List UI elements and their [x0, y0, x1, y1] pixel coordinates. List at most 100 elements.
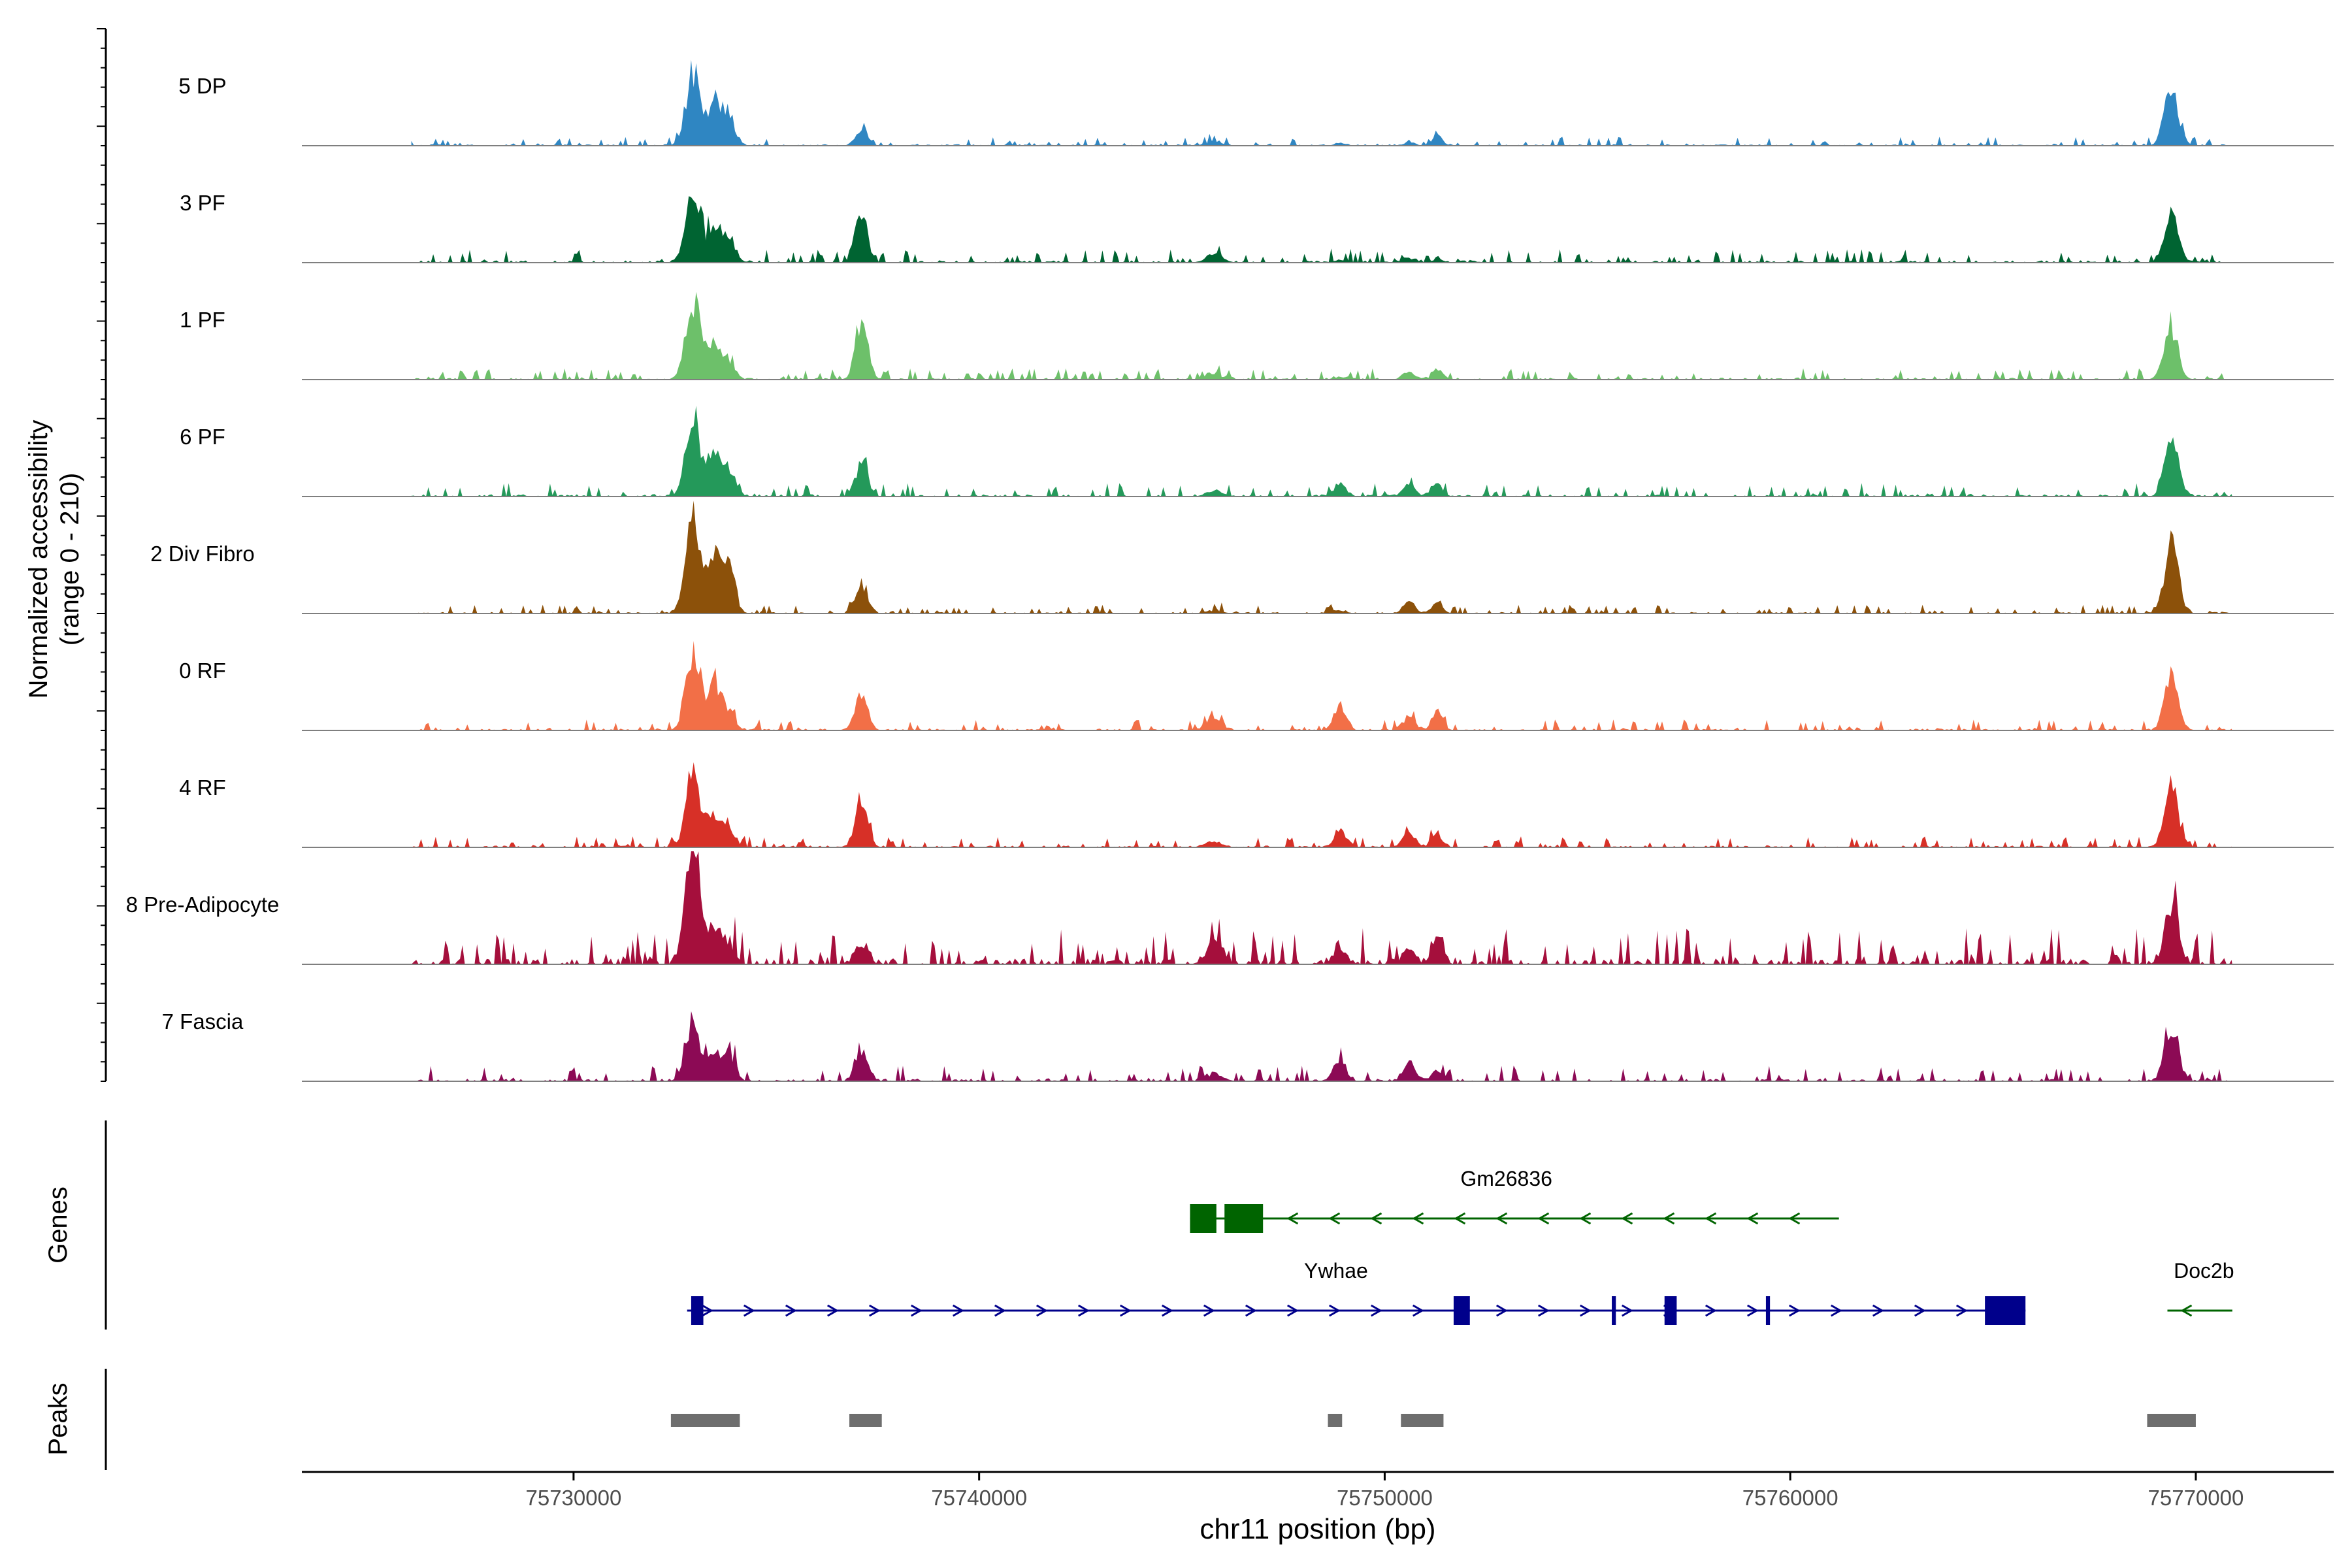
gene-name: Ywhae: [1304, 1259, 1368, 1282]
strand-chevron: [701, 1304, 713, 1317]
exon: [1765, 1296, 1771, 1325]
strand-chevron: [1286, 1212, 1299, 1225]
strand-chevron: [1328, 1304, 1341, 1317]
x-axis-label: chr11 position (bp): [1200, 1513, 1435, 1545]
strand-chevron: [1203, 1304, 1215, 1317]
strand-chevron: [785, 1304, 797, 1317]
strand-chevron: [1286, 1304, 1299, 1317]
strand-chevron: [743, 1304, 755, 1317]
strand-chevron: [1705, 1304, 1717, 1317]
x-tick-label: 75730000: [525, 1486, 621, 1510]
strand-chevron: [1914, 1304, 1926, 1317]
strand-chevron: [1579, 1304, 1592, 1317]
coverage-area: [411, 500, 2232, 613]
gene-doc2b: Doc2b: [2167, 1259, 2234, 1317]
coverage-area: [411, 291, 2232, 380]
strand-chevron: [1663, 1212, 1675, 1225]
strand-chevron: [1788, 1212, 1801, 1225]
peaks-panel-label: Peaks: [44, 1382, 73, 1455]
strand-chevron: [1495, 1212, 1508, 1225]
gene-annotations: Gm26836 Ywhae Doc2b: [687, 1167, 2234, 1325]
peak-bar: [1401, 1414, 1444, 1427]
coverage-area: [411, 762, 2232, 847]
strand-chevron: [994, 1304, 1006, 1317]
gene-name: Gm26836: [1460, 1167, 1552, 1190]
strand-chevron: [1537, 1212, 1550, 1225]
coverage-area: [411, 641, 2232, 730]
gene-ywhae: Ywhae: [687, 1259, 2026, 1325]
coverage-ylabel-line2: (range 0 - 210): [56, 473, 84, 646]
x-tick-label: 75750000: [1337, 1486, 1433, 1510]
strand-chevron: [1955, 1304, 1968, 1317]
track-label: 4 RF: [179, 776, 226, 800]
track-label: 7 Fascia: [162, 1009, 244, 1034]
exon: [1985, 1296, 2026, 1325]
gene-name: Doc2b: [2174, 1259, 2234, 1282]
track-0-rf: 0 RF: [179, 641, 2334, 731]
strand-chevron: [910, 1304, 923, 1317]
x-tick-label: 75740000: [931, 1486, 1027, 1510]
track-label: 3 PF: [180, 191, 225, 215]
strand-chevron: [1830, 1304, 1842, 1317]
exon: [1612, 1296, 1616, 1325]
track-label: 5 DP: [178, 74, 226, 98]
strand-chevron: [1077, 1304, 1090, 1317]
strand-chevron: [1621, 1212, 1633, 1225]
gene-gm26836: Gm26836: [1190, 1167, 1839, 1233]
track-8-pre-adipocyte: 8 Pre-Adipocyte: [126, 851, 2334, 965]
strand-chevron: [1119, 1304, 1132, 1317]
peak-bar: [670, 1414, 740, 1427]
coverage-area: [411, 851, 2232, 964]
track-label: 0 RF: [179, 659, 226, 683]
exon: [691, 1296, 704, 1325]
track-1-pf: 1 PF: [180, 291, 2334, 380]
coverage-tracks: 5 DP 3 PF 1 PF 6 PF 2 Div Fibro 0 RF 4 RF 8 Pre…: [126, 59, 2334, 1082]
exon: [1453, 1296, 1470, 1325]
strand-chevron: [1161, 1304, 1173, 1317]
strand-chevron: [1788, 1304, 1801, 1317]
track-2-div-fibro: 2 Div Fibro: [150, 500, 2334, 614]
strand-chevron: [1746, 1212, 1759, 1225]
exon: [1664, 1296, 1677, 1325]
exon: [1190, 1204, 1217, 1233]
strand-chevron: [1746, 1304, 1759, 1317]
track-label: 1 PF: [180, 308, 225, 332]
peak-bar: [849, 1414, 882, 1427]
strand-chevron: [2180, 1304, 2193, 1317]
track-4-rf: 4 RF: [179, 762, 2334, 848]
peak-regions: [670, 1414, 2196, 1427]
coverage-area: [411, 59, 2232, 146]
strand-chevron: [1495, 1304, 1508, 1317]
x-tick-label: 75770000: [2148, 1486, 2244, 1510]
coverage-ylabel-line1: Normalized accessibility: [24, 420, 53, 699]
strand-chevron: [1579, 1212, 1592, 1225]
exon: [1224, 1204, 1264, 1233]
coverage-y-ticks: [97, 28, 106, 1082]
track-6-pf: 6 PF: [180, 406, 2334, 497]
strand-chevron: [1245, 1304, 1257, 1317]
track-5-dp: 5 DP: [178, 59, 2334, 146]
track-label: 8 Pre-Adipocyte: [126, 892, 280, 917]
genes-panel-label: Genes: [44, 1186, 73, 1264]
strand-chevron: [1872, 1304, 1884, 1317]
coverage-area: [411, 406, 2232, 497]
track-3-pf: 3 PF: [180, 191, 2334, 263]
strand-chevron: [952, 1304, 964, 1317]
track-7-fascia: 7 Fascia: [162, 1009, 2334, 1082]
strand-chevron: [1621, 1304, 1633, 1317]
strand-chevron: [1370, 1212, 1382, 1225]
peak-bar: [1328, 1414, 1343, 1427]
strand-chevron: [1705, 1212, 1717, 1225]
coverage-area: [411, 1011, 2232, 1081]
strand-chevron: [1328, 1212, 1341, 1225]
coverage-area: [411, 196, 2232, 263]
peak-bar: [2147, 1414, 2196, 1427]
strand-chevron: [868, 1304, 881, 1317]
strand-chevron: [1537, 1304, 1550, 1317]
strand-chevron: [1370, 1304, 1382, 1317]
strand-chevron: [1412, 1212, 1424, 1225]
x-axis-ticks: 75730000 75740000 75750000 75760000 75770000: [525, 1472, 2244, 1510]
strand-chevron: [1036, 1304, 1048, 1317]
strand-chevron: [1454, 1212, 1466, 1225]
